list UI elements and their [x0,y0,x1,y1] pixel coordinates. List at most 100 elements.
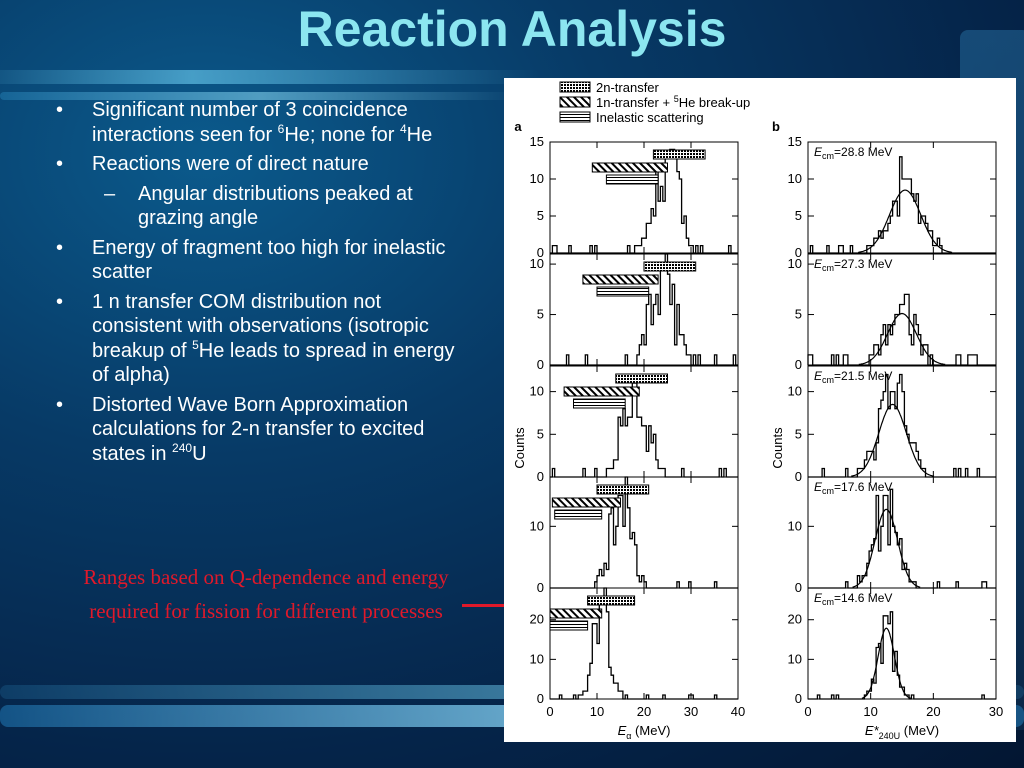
range-bar [551,497,621,508]
y-tick-label: 0 [537,357,544,372]
energy-label: Ecm=21.5 MeV [814,369,892,385]
legend-label: 2n-transfer [596,80,660,95]
bullet-text: Reactions were of direct nature [92,153,369,175]
annotation-note: Ranges based on Q-dependence and energy … [83,565,449,623]
bullet-item: • Reactions were of direct nature [48,152,468,177]
y-tick-label: 10 [788,171,802,186]
y-tick-label: 0 [537,691,544,706]
y-axis-label: Counts [512,427,527,469]
range-bar [643,261,697,272]
legend-label-text: 2n-transfer [596,80,660,95]
energy-subscript: cm [822,151,834,161]
range-bar [591,162,668,173]
histogram-series [550,587,738,700]
histogram-series [550,253,738,366]
y-tick-label: 0 [795,357,802,372]
range-bar [582,274,659,285]
range-bar [549,620,589,631]
bullet-marker: • [56,290,64,313]
panel-label: b [772,119,780,134]
energy-symbol: E [814,145,823,159]
bullet-marker: • [56,153,64,175]
y-tick-label: 5 [795,307,802,322]
energy-label: Ecm=14.6 MeV [814,591,892,607]
range-bar [563,386,640,397]
legend-swatch [559,81,591,93]
plot-frame [807,587,997,700]
bullet-text: Significant number of 3 coincidence inte… [92,99,408,146]
x-axis-unit: (MeV) [631,723,670,738]
y-tick-label: 0 [537,469,544,484]
y-tick-label: 10 [788,651,802,666]
energy-value: =21.5 MeV [834,369,892,383]
bullet-item: • Distorted Wave Born Approximation calcu… [48,393,468,467]
y-tick-label: 0 [537,580,544,595]
y-tick-label: 10 [530,171,544,186]
legend-label-sup: 5 [674,94,679,104]
legend-swatch [559,111,591,123]
histogram-series [808,373,996,478]
y-tick-label: 10 [530,651,544,666]
bullet-text: Distorted Wave Born Approximation calcul… [92,393,425,465]
legend-label: Inelastic scattering [596,110,704,125]
energy-value: =27.3 MeV [834,257,892,271]
energy-label: Ecm=28.8 MeV [814,145,892,161]
bullet-text: U [192,442,207,465]
x-tick-label: 20 [637,704,651,719]
y-tick-label: 10 [530,384,544,399]
y-tick-label: 0 [795,691,802,706]
energy-symbol: E [814,480,823,494]
range-bar [587,595,636,606]
energy-value: =28.8 MeV [834,145,892,159]
bullet-text: 1 n transfer COM distribution not consis… [92,290,429,362]
bullet-item: • Energy of fragment too high for inelast… [48,236,468,285]
y-tick-label: 10 [788,384,802,399]
energy-value: =14.6 MeV [834,591,892,605]
bullet-text: He leads to spread in energy of alpha) [92,339,455,387]
histogram-figure: 2n-transfer 1n-transfer + 5He break-up Ine… [504,78,1016,742]
fit-curve [858,312,946,365]
y-tick-label: 20 [788,612,802,627]
bullet-item: • 1 n transfer COM distribution not consi… [48,290,468,388]
y-tick-label: 5 [795,208,802,223]
histogram-series [550,148,738,254]
superscript: 6 [277,121,285,136]
bullet-text: Energy of fragment too high for inelasti… [92,236,446,284]
y-tick-label: 10 [530,256,544,271]
legend-label-text: He break-up [679,95,751,110]
y-tick-label: 0 [537,245,544,260]
energy-symbol: E [814,369,823,383]
bullet-text: He; none for [284,123,400,146]
x-axis-symbol: E [618,723,627,738]
bullet-marker: • [56,99,64,121]
y-tick-label: 10 [788,518,802,533]
x-tick-label: 10 [863,704,877,719]
plot-frame [807,253,997,366]
range-bar [615,373,669,384]
range-bar [596,484,650,495]
x-tick-label: 0 [804,704,811,719]
bullet-item: • Significant number of 3 coincidence int… [48,98,468,147]
y-tick-label: 0 [795,580,802,595]
x-axis-label: E*240U (MeV) [865,723,939,741]
bullet-marker: • [56,236,64,259]
y-axis-label: Counts [770,427,785,469]
energy-subscript: cm [822,263,834,273]
y-tick-label: 0 [795,245,802,260]
fit-curve [851,403,935,477]
x-tick-label: 0 [546,704,553,719]
histogram-series [808,611,996,700]
bullet-text: Angular distributions peaked at grazing … [138,182,413,230]
arrow-line [462,604,532,607]
y-tick-label: 5 [537,307,544,322]
x-axis-subscript: α [626,731,631,741]
plot-frame [549,587,739,700]
x-axis-subscript: 240U [879,731,901,741]
plot-frame [807,141,997,254]
energy-value: =17.6 MeV [834,480,892,494]
energy-symbol: E [814,591,823,605]
energy-subscript: cm [822,597,834,607]
bullet-marker: • [56,393,64,416]
histogram-series [808,488,996,589]
